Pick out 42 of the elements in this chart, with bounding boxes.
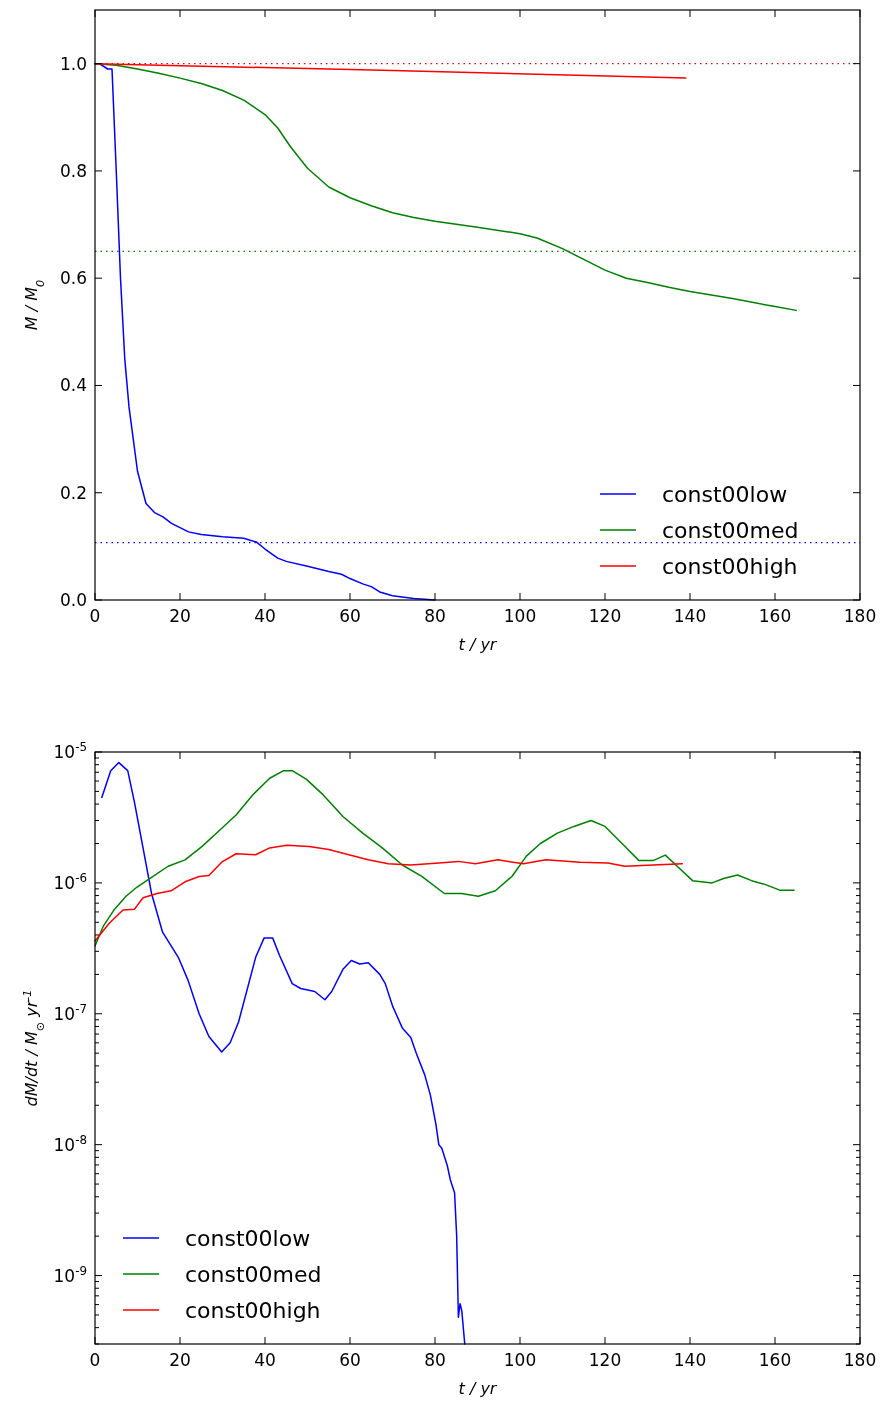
x-tick-label: 120 <box>588 1350 622 1370</box>
y-tick-label: 0.4 <box>59 375 87 396</box>
y-tick-label: 10$^{-8}$ <box>53 1132 87 1155</box>
y-tick-label: 10$^{-6}$ <box>53 870 87 893</box>
x-tick-label: 0 <box>89 1350 101 1370</box>
x-tick-label: 180 <box>843 1350 877 1370</box>
y-tick-label: 10$^{-9}$ <box>53 1263 87 1286</box>
y-tick-label: 10$^{-5}$ <box>53 740 87 762</box>
x-axis-title: t / yr <box>458 635 498 654</box>
x-tick-label: 40 <box>254 1350 276 1370</box>
line-series <box>101 761 466 1345</box>
x-tick-label: 140 <box>673 606 707 626</box>
y-tick-label: 0.8 <box>59 160 87 181</box>
x-tick-label: 140 <box>673 1350 707 1370</box>
line-series <box>94 769 795 947</box>
x-tick-label: 100 <box>503 1350 537 1370</box>
legend-label: const00med <box>185 1262 322 1287</box>
x-tick-label: 100 <box>503 606 537 626</box>
legend-label: const00high <box>185 1298 321 1323</box>
legend-label: const00med <box>662 518 799 543</box>
x-tick-label: 0 <box>89 606 101 626</box>
y-tick-label: 0.2 <box>59 482 87 503</box>
legend-label: const00low <box>662 482 788 507</box>
x-axis-title: t / yr <box>458 1379 498 1398</box>
x-tick-label: 20 <box>169 606 191 626</box>
y-tick-label: 0.0 <box>59 590 87 610</box>
line-series <box>94 844 684 942</box>
y-tick-label: 0.6 <box>59 268 87 289</box>
x-tick-label: 60 <box>339 1350 361 1370</box>
legend-label: const00high <box>662 554 798 579</box>
x-tick-label: 120 <box>588 606 622 626</box>
x-tick-label: 80 <box>424 1350 446 1370</box>
x-tick-label: 180 <box>843 606 877 626</box>
x-tick-label: 40 <box>254 606 276 626</box>
y-tick-label: 1.0 <box>59 53 87 74</box>
x-tick-label: 20 <box>169 1350 191 1370</box>
x-tick-label: 80 <box>424 606 446 626</box>
y-tick-label: 10$^{-7}$ <box>53 1001 87 1024</box>
x-tick-label: 160 <box>758 1350 792 1370</box>
legend-label: const00low <box>185 1226 311 1251</box>
x-tick-label: 160 <box>758 606 792 626</box>
x-tick-label: 60 <box>339 606 361 626</box>
